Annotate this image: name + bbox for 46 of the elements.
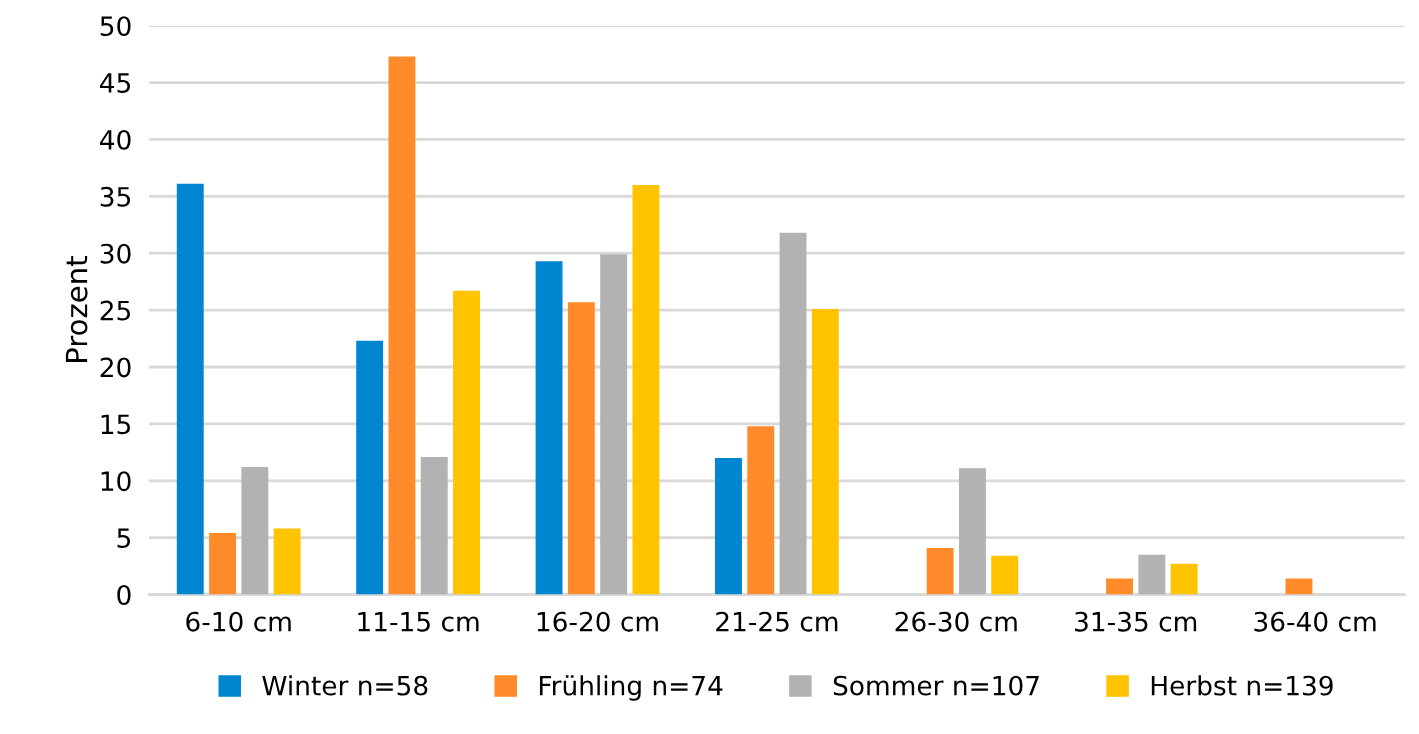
bar: [926, 547, 954, 595]
x-tick-label: 36-40 cm: [1254, 611, 1376, 632]
bar: [715, 458, 742, 595]
x-tick-label: 11-15 cm: [358, 612, 479, 632]
bar: [356, 340, 384, 595]
bar: [209, 533, 237, 595]
bar: [632, 184, 660, 595]
bar: [420, 456, 448, 595]
bar: [388, 56, 416, 595]
bar: [453, 290, 480, 595]
y-tick-label: 10: [101, 471, 131, 492]
bar: [991, 555, 1019, 595]
bar: [600, 254, 628, 595]
bar: [1170, 563, 1198, 595]
y-tick-label: 0: [117, 584, 131, 605]
bar: [1138, 554, 1166, 595]
x-tick-label: 26-30 cm: [895, 611, 1017, 632]
y-tick-label: 30: [100, 243, 131, 264]
x-tick-label: 21-25 cm: [716, 611, 838, 632]
bar: [273, 528, 301, 595]
bar: [241, 467, 269, 595]
legend-label: Frühling n=74: [539, 675, 723, 701]
y-tick-label: 5: [117, 528, 131, 549]
bar: [1285, 578, 1313, 595]
bar: [535, 261, 563, 595]
y-tick-label: 15: [101, 414, 131, 435]
bar: [176, 183, 204, 595]
y-tick-label: 35: [100, 186, 131, 207]
legend-label: Herbst n=139: [1151, 675, 1333, 696]
y-tick-label: 50: [100, 16, 131, 37]
y-axis-title: Prozent: [65, 256, 88, 362]
bar: [747, 426, 775, 595]
x-tick-label: 6-10 cm: [186, 611, 291, 632]
bar: [779, 232, 807, 595]
y-tick-label: 40: [100, 129, 131, 150]
bar: [1106, 578, 1134, 595]
bar: [811, 308, 839, 595]
y-tick-label: 45: [100, 73, 131, 93]
x-tick-label: 31-35 cm: [1075, 611, 1197, 632]
bar: [959, 468, 986, 595]
y-tick-label: 20: [100, 357, 131, 378]
legend-label: Sommer n=107: [833, 675, 1039, 696]
legend-label: Winter n=58: [262, 675, 428, 696]
x-tick-label: 16-20 cm: [537, 611, 658, 632]
bar: [567, 302, 595, 595]
y-tick-label: 25: [100, 300, 131, 321]
